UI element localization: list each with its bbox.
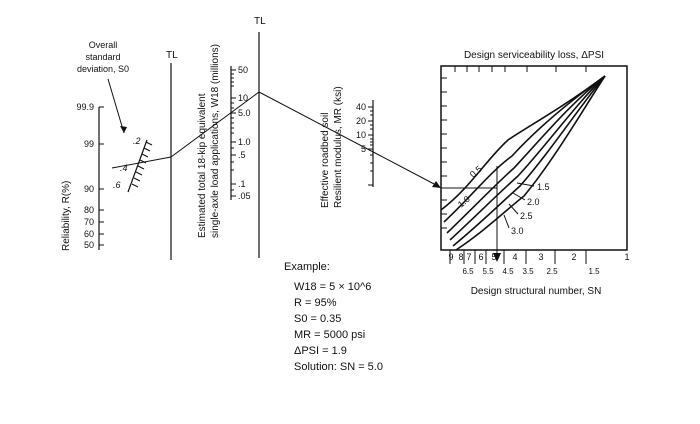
sn-axis-label: Design structural number, SN <box>471 286 602 297</box>
std-dev-tick <box>133 177 141 182</box>
w18-tick-label: .05 <box>238 191 251 201</box>
reliability-tick-label: 70 <box>84 217 94 227</box>
example-reliability: R = 95% <box>294 297 337 309</box>
std-dev-pointer-arrow <box>107 78 125 134</box>
solution-line-w18 <box>170 91 260 158</box>
std-dev-tick <box>135 171 143 176</box>
psi-curve-label-0-5: 0.5 <box>468 164 484 180</box>
example-box: Example: W18 = 5 × 10^6 R = 95% S0 = 0.3… <box>284 259 444 375</box>
solution-line-reliability <box>111 156 172 169</box>
w18-tick-label: 1.0 <box>238 137 251 147</box>
mr-tick-label: 40 <box>356 102 366 112</box>
psi-leader-line <box>508 203 519 215</box>
psi-curve-1-5 <box>446 75 606 234</box>
psi-curve-1-0 <box>443 75 606 223</box>
std-dev-tick <box>139 159 147 164</box>
std-dev-scale: .2 .4 .6 <box>113 136 153 193</box>
psi-chart-frame <box>440 65 628 251</box>
w18-scale: 50 10 5.0 1.0 .5 .1 .05 <box>230 65 251 201</box>
std-dev-tick <box>131 183 139 188</box>
w18-axis-label: Estimated total 18-kip equivalent single… <box>197 44 221 238</box>
std-dev-tick-label: .4 <box>120 163 128 173</box>
std-dev-label: Overall standard deviation, S0 <box>77 40 129 74</box>
std-dev-tick <box>143 147 151 152</box>
turning-line-2-label: TL <box>254 16 266 27</box>
w18-tick-label: 5.0 <box>238 108 251 118</box>
psi-curve-2-0 <box>449 75 606 241</box>
std-dev-tick-label: .6 <box>113 180 121 190</box>
example-std-dev: S0 = 0.35 <box>294 313 342 325</box>
solution-path <box>111 91 441 188</box>
std-dev-tick <box>145 141 153 146</box>
psi-curve-label-1-5: 1.5 <box>537 182 550 192</box>
w18-tick-label: .5 <box>238 150 246 160</box>
psi-curve-2-5 <box>452 75 606 247</box>
w18-tick-label: 10 <box>238 93 248 103</box>
mr-tick-label: 10 <box>356 130 366 140</box>
reliability-scale: 99.9 99 90 80 70 60 50 <box>76 102 104 250</box>
example-w18: W18 = 5 × 10^6 <box>294 281 372 293</box>
psi-curve-label-2-5: 2.5 <box>520 211 533 221</box>
example-delta-psi: ΔPSI = 1.9 <box>294 345 347 357</box>
sn-major-label: 7 <box>466 252 471 262</box>
sn-major-label: 1 <box>624 252 629 262</box>
std-dev-tick <box>141 153 149 158</box>
sn-minor-label: 3.5 <box>522 267 534 276</box>
reliability-axis-label: Reliability, R(%) <box>61 181 72 251</box>
sn-major-label: 5 <box>491 252 496 262</box>
sn-major-label: 2 <box>571 252 576 262</box>
sn-major-label: 8 <box>458 252 463 262</box>
reliability-tick-label: 90 <box>84 184 94 194</box>
psi-curve-label-2-0: 2.0 <box>527 197 540 207</box>
mr-axis-label-line-1: Effective roadbed soil <box>320 113 331 208</box>
example-mr: MR = 5000 psi <box>294 329 366 341</box>
sn-major-label: 4 <box>512 252 517 262</box>
turning-line-1-label: TL <box>166 50 178 61</box>
std-dev-axis-line <box>127 139 148 193</box>
psi-chart-title: Design serviceability loss, ΔPSI <box>464 50 604 61</box>
std-dev-tick-label: .2 <box>133 136 141 146</box>
sn-minor-label: 4.5 <box>502 267 514 276</box>
solution-arrowhead <box>432 181 441 188</box>
psi-curve-label-3-0: 3.0 <box>511 226 524 236</box>
psi-chart: 0.5 1.0 1.5 2.0 2.5 3.0 <box>440 65 628 262</box>
std-dev-arrowhead <box>120 126 127 133</box>
example-solution: Solution: SN = 5.0 <box>294 361 383 373</box>
mr-tick-label: 20 <box>356 116 366 126</box>
reliability-tick-label: 50 <box>84 240 94 250</box>
sn-minor-label: 5.5 <box>482 267 494 276</box>
mr-scale: 40 20 10 5 <box>356 100 374 187</box>
w18-axis-label-line-2: single-axle load applications, W18 (mill… <box>210 44 221 238</box>
sn-major-label: 9 <box>448 252 453 262</box>
sn-major-label: 6 <box>478 252 483 262</box>
reliability-tick-label: 99 <box>84 139 94 149</box>
reliability-tick-label: 80 <box>84 205 94 215</box>
sn-minor-label: 1.5 <box>588 267 600 276</box>
std-dev-tick <box>137 165 145 170</box>
sn-minor-label: 6.5 <box>462 267 474 276</box>
w18-tick-label: 50 <box>238 65 248 75</box>
w18-axis-label-line-1: Estimated total 18-kip equivalent <box>197 93 208 238</box>
reliability-tick-label: 99.9 <box>76 102 94 112</box>
psi-leader-line <box>503 214 510 229</box>
w18-tick-label: .1 <box>238 179 246 189</box>
solution-line-mr <box>258 91 437 186</box>
std-dev-label-line-2: standard <box>85 52 120 62</box>
std-dev-label-line-1: Overall <box>89 40 118 50</box>
example-heading: Example: <box>284 261 330 273</box>
mr-axis-label: Effective roadbed soil Resilient modulus… <box>320 86 344 208</box>
sn-minor-label: 2.5 <box>546 267 558 276</box>
psi-curve-0-5 <box>440 75 606 211</box>
psi-leader-line <box>512 192 526 201</box>
example-down-arrow <box>493 253 501 262</box>
std-dev-label-line-3: deviation, S0 <box>77 64 129 74</box>
sn-scale: 9 8 7 6 5 4 3 2 1 6.5 5.5 4.5 3.5 2.5 1.… <box>448 250 630 297</box>
reliability-tick-label: 60 <box>84 229 94 239</box>
mr-tick-label: 5 <box>361 144 366 154</box>
psi-curve-3-0 <box>455 75 606 251</box>
psi-leader-line <box>516 182 535 187</box>
mr-axis-label-line-2: Resilient modulus, MR (ksi) <box>333 86 344 208</box>
sn-major-label: 3 <box>538 252 543 262</box>
